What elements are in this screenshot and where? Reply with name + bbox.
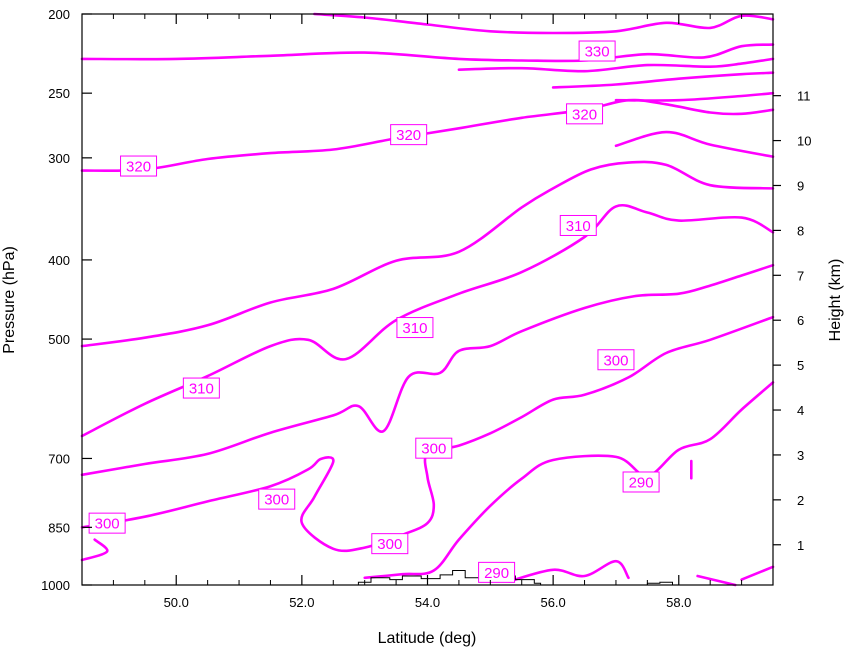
contour-label-box (566, 103, 604, 125)
contour-label-text: 320 (572, 106, 597, 123)
contour-300 (80, 538, 109, 562)
contour-layer (80, 12, 775, 587)
contour-label-text: 300 (377, 536, 402, 553)
contour-label-text: 290 (484, 565, 509, 582)
contour-label-text: 320 (396, 127, 421, 144)
y2-tick-label: 6 (797, 313, 804, 328)
x-axis: 50.0 52.0 54.0 56.0 58.0 (81, 14, 774, 610)
contour-label-box (415, 437, 453, 459)
contour-label: 300 (258, 488, 296, 510)
x-tick-label: 54.0 (415, 595, 440, 610)
y-tick-label: 1000 (41, 578, 70, 593)
contour-label-text: 320 (126, 159, 151, 176)
contour-label-text: 300 (95, 516, 120, 533)
y-tick-label: 850 (48, 520, 70, 535)
y-axis-left: 1000 850 700 500 400 300 250 200 (41, 7, 92, 593)
contour-label-layer: 330 320 320 320 310 310 310 300 300 300 300 300 290 2… (88, 40, 660, 583)
contour-label-text: 300 (603, 352, 628, 369)
y-tick-label: 700 (48, 451, 70, 466)
contour-label: 310 (396, 317, 434, 339)
contour-label: 290 (478, 561, 516, 583)
contour-label-box (390, 124, 428, 146)
contour-label: 320 (120, 155, 158, 177)
contour-label-box (182, 377, 220, 399)
y2-tick-label: 4 (797, 403, 804, 418)
contour-label-box (622, 471, 660, 493)
contour-label: 320 (390, 124, 428, 146)
contour-label: 290 (622, 471, 660, 493)
contour-label: 310 (559, 214, 597, 236)
y2-tick-label: 7 (797, 268, 804, 283)
y-axis-right: 1 2 3 4 5 6 7 8 9 10 11 (773, 89, 811, 553)
y2-tick-label: 1 (797, 538, 804, 553)
contour-300 (80, 263, 775, 477)
contour-310 (80, 160, 775, 348)
x-axis-title: Latitude (deg) (378, 630, 477, 647)
contour-label-box (597, 349, 635, 371)
contour-320 (80, 98, 775, 172)
contour-290 (363, 381, 775, 580)
contour-label-text: 310 (566, 218, 591, 235)
y2-tick-label: 5 (797, 358, 804, 373)
y2-tick-label: 3 (797, 448, 804, 463)
y-axis-title: Pressure (hPa) (1, 246, 18, 354)
contour-330 (551, 71, 775, 89)
x-tick-label: 56.0 (540, 595, 565, 610)
contour-290 (507, 559, 630, 583)
contour-label-box (258, 488, 296, 510)
contour-label: 300 (415, 437, 453, 459)
x-tick-label: 58.0 (666, 595, 691, 610)
contour-330 (457, 57, 775, 73)
contour-label-text: 330 (585, 44, 610, 61)
contour-330 (80, 43, 775, 63)
contour-label: 300 (597, 349, 635, 371)
y2-tick-label: 8 (797, 223, 804, 238)
x-tick-label: 50.0 (164, 595, 189, 610)
y2-axis-title: Height (km) (827, 259, 844, 342)
contour-label: 320 (566, 103, 604, 125)
y-tick-label: 400 (48, 253, 70, 268)
contour-label-box (478, 561, 516, 583)
contour-label: 330 (578, 40, 616, 62)
contour-label: 310 (182, 377, 220, 399)
contour-320 (614, 130, 775, 158)
y-tick-label: 200 (48, 7, 70, 22)
contour-label-box (396, 317, 434, 339)
contour-290 (740, 565, 775, 581)
y2-tick-label: 2 (797, 493, 804, 508)
contour-label-box (559, 214, 597, 236)
contour-label-box (120, 155, 158, 177)
contour-290 (696, 574, 737, 587)
contour-label: 300 (88, 512, 126, 534)
contour-label-text: 310 (402, 320, 427, 337)
y2-tick-label: 11 (797, 89, 811, 104)
contour-label-box (371, 533, 409, 555)
contour-label-text: 310 (189, 381, 214, 398)
y2-tick-label: 10 (797, 134, 811, 149)
y2-tick-label: 9 (797, 178, 804, 193)
y-tick-label: 300 (48, 151, 70, 166)
contour-label-box (578, 40, 616, 62)
contour-label: 300 (371, 533, 409, 555)
contour-300 (80, 315, 775, 553)
contour-label-text: 300 (421, 441, 446, 458)
x-tick-label: 52.0 (289, 595, 314, 610)
y-tick-label: 500 (48, 332, 70, 347)
contour-label-text: 300 (264, 492, 289, 509)
contour-label-text: 290 (629, 474, 654, 491)
contour-310 (80, 204, 775, 438)
y-tick-label: 250 (48, 86, 70, 101)
contour-330 (313, 12, 775, 35)
contour-label-box (88, 512, 126, 534)
